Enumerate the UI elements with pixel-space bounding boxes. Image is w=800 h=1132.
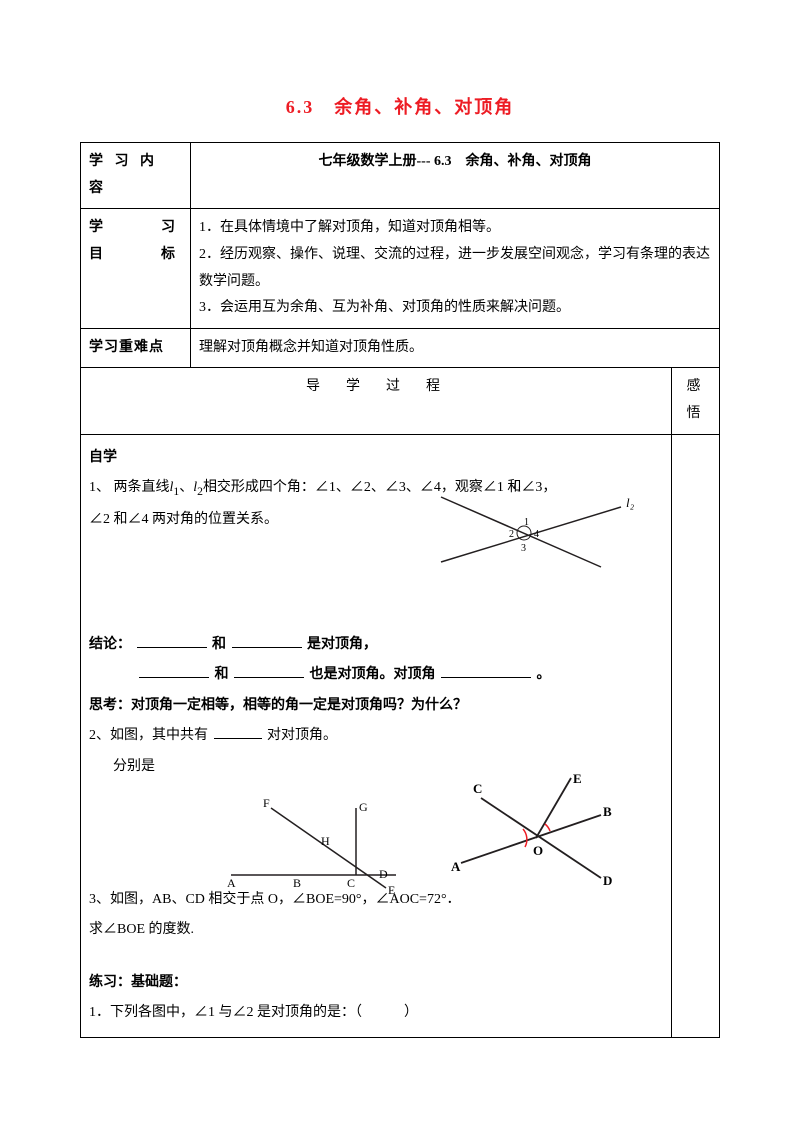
row-goals: 学 习 目 标 1．在具体情境中了解对顶角，知道对顶角相等。 2．经历观察、操作…: [81, 209, 720, 328]
fig3-O: O: [533, 843, 543, 858]
body-cell: 自学 1、 两条直线l1、l2相交形成四个角：∠1、∠2、∠3、∠4，观察∠1 …: [81, 434, 672, 1038]
row-body: 自学 1、 两条直线l1、l2相交形成四个角：∠1、∠2、∠3、∠4，观察∠1 …: [81, 434, 720, 1038]
fig3-A: A: [451, 859, 461, 874]
blank-2[interactable]: [232, 634, 302, 648]
fig2-D: D: [379, 867, 388, 881]
blank-3[interactable]: [139, 664, 209, 678]
fig2-H: H: [321, 834, 330, 848]
sikao-line: 思考：对顶角一定相等，相等的角一定是对顶角吗？为什么？: [89, 693, 663, 720]
p2-a: 2、如图，其中共有: [89, 728, 208, 743]
row-content: 学 习 内 容 七年级数学上册--- 6.3 余角、补角、对顶角: [81, 143, 720, 209]
row-difficulty: 学习重难点 理解对顶角概念并知道对顶角性质。: [81, 328, 720, 368]
jielun-mid2: 和: [215, 667, 229, 682]
fig1-a1: 1: [524, 517, 529, 528]
section-header: 导 学 过 程: [81, 368, 672, 434]
fig2-E: E: [388, 883, 395, 897]
blank-5[interactable]: [441, 664, 531, 678]
blank-1[interactable]: [137, 634, 207, 648]
figure-1: l₁ l₂ 1 2 3 4: [421, 477, 641, 587]
jielun-end2: 也是对顶角。对顶角: [310, 667, 436, 682]
p1-a: 1、 两条直线: [89, 480, 170, 495]
figure-3: A B C D E O: [451, 773, 621, 893]
row-section-header: 导 学 过 程 感悟: [81, 368, 720, 434]
fig3-B: B: [603, 804, 612, 819]
fig1-l2: l₂: [626, 495, 635, 510]
fig3-C: C: [473, 781, 482, 796]
fig2-F: F: [263, 796, 270, 810]
goal-2: 2．经历观察、操作、说理、交流的过程，进一步发展空间观念，学习有条理的表达数学问…: [199, 242, 711, 295]
fig3-D: D: [603, 873, 612, 888]
figure-2: A B C D E F G H: [221, 793, 411, 903]
fig3-E: E: [573, 773, 582, 786]
p1-b: 、: [179, 480, 193, 495]
jielun-end3: 。: [537, 667, 551, 682]
fig2-B: B: [293, 876, 301, 890]
blank-4[interactable]: [234, 664, 304, 678]
blank-6[interactable]: [214, 725, 262, 739]
problem-2: 2、如图，其中共有 对对顶角。: [89, 723, 663, 750]
fig2-A: A: [227, 876, 236, 890]
jielun-mid1: 和: [212, 637, 226, 652]
goal-1: 1．在具体情境中了解对顶角，知道对顶角相等。: [199, 215, 711, 242]
page-title: 6.3 余角、补角、对顶角: [80, 90, 720, 124]
jielun-end1: 是对顶角，: [307, 637, 377, 652]
notes-header: 感悟: [672, 368, 720, 434]
jielun-label: 结论：: [89, 637, 131, 652]
label-content: 学 习 内 容: [81, 143, 191, 209]
label-goals-b: 目 标: [89, 242, 182, 269]
conclusion-line1: 结论： 和 是对顶角，: [89, 632, 663, 659]
label-goals: 学 习 目 标: [81, 209, 191, 328]
value-goals: 1．在具体情境中了解对顶角，知道对顶角相等。 2．经历观察、操作、说理、交流的过…: [191, 209, 720, 328]
value-difficulty: 理解对顶角概念并知道对顶角性质。: [191, 328, 720, 368]
problem-3-line2: 求∠BOE 的度数.: [89, 917, 663, 944]
value-content: 七年级数学上册--- 6.3 余角、补角、对顶角: [191, 143, 720, 209]
fig1-a4: 4: [534, 529, 539, 540]
fig2-G: G: [359, 800, 368, 814]
goal-3: 3．会运用互为余角、互为补角、对顶角的性质来解决问题。: [199, 295, 711, 322]
exercise-1: 1．下列各图中，∠1 与∠2 是对顶角的是：（ ）: [89, 1000, 663, 1027]
label-goals-a: 学 习: [89, 215, 182, 242]
fig1-a3: 3: [521, 543, 526, 554]
fig1-l1: l₁: [513, 477, 521, 492]
fig1-a2: 2: [509, 529, 514, 540]
conclusion-line2: 和 也是对顶角。对顶角 。: [89, 662, 663, 689]
label-difficulty: 学习重难点: [81, 328, 191, 368]
zixue-heading: 自学: [89, 445, 663, 472]
notes-cell: [672, 434, 720, 1038]
p2-b: 对对顶角。: [267, 728, 337, 743]
fig2-C: C: [347, 876, 355, 890]
lianxi-heading: 练习：基础题：: [89, 970, 663, 997]
main-table: 学 习 内 容 七年级数学上册--- 6.3 余角、补角、对顶角 学 习 目 标…: [80, 142, 720, 1038]
